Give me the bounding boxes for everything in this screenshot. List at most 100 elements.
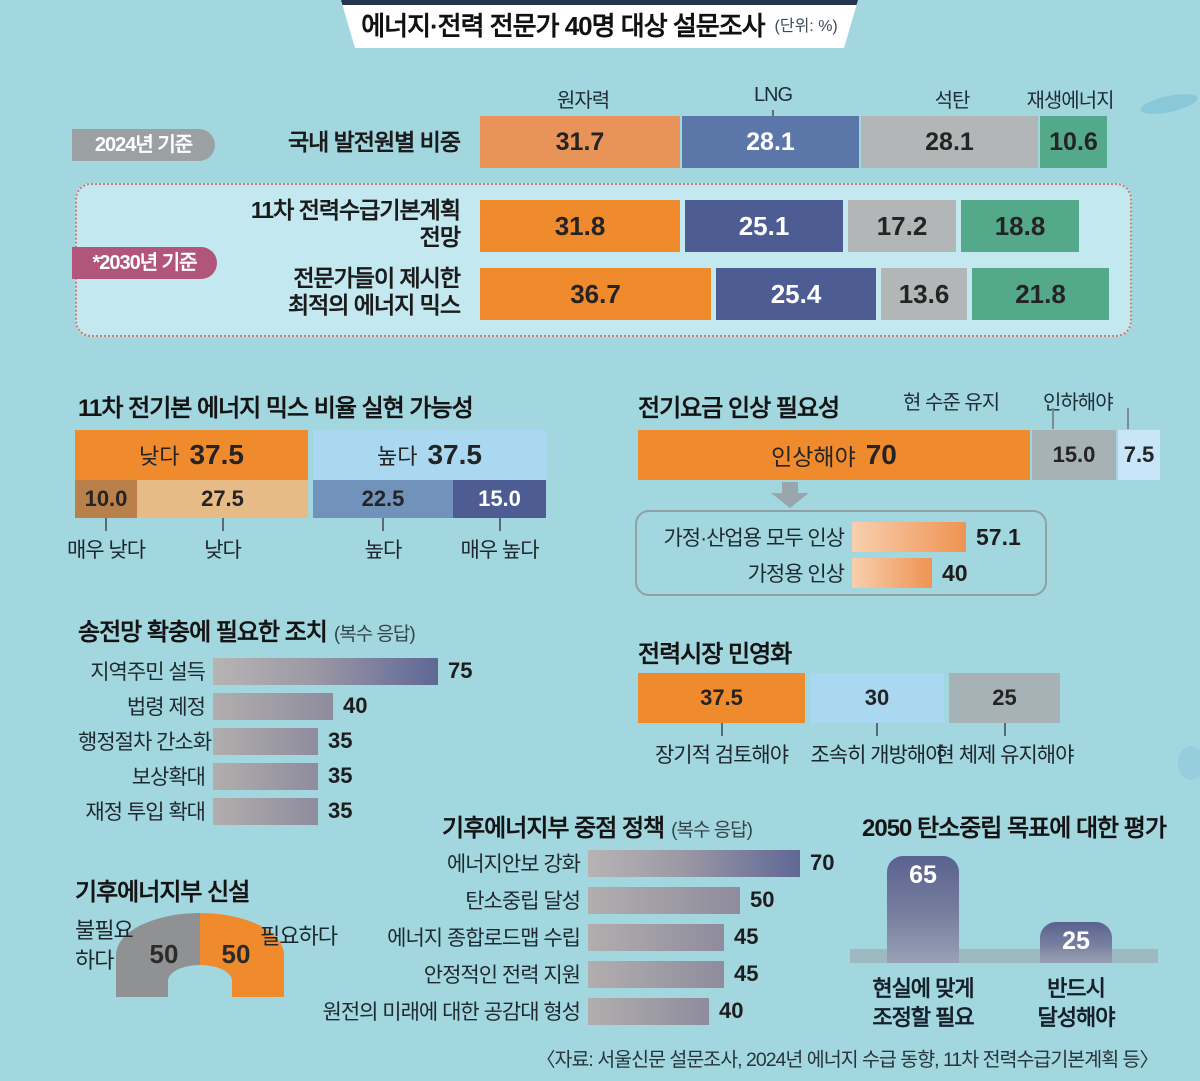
segment-value: 31.7	[555, 127, 605, 156]
stacked-bar-expert-mix: 36.7 25.4 13.6 21.8	[480, 268, 1109, 320]
bar	[213, 657, 438, 685]
bar-row-label: 법령 제정	[126, 696, 206, 719]
bar	[852, 522, 966, 552]
bar-segment: 25.1	[685, 200, 843, 252]
tick-line	[382, 518, 384, 531]
bar-row: 지역주민 설득 75	[78, 656, 472, 686]
bar-segment: 22.5 높다	[313, 480, 453, 562]
tick-line	[105, 518, 107, 531]
bar-segment: 높다 37.5	[313, 430, 546, 480]
tick-line	[720, 723, 723, 736]
bar	[213, 762, 318, 790]
bar-value: 35	[328, 728, 353, 753]
bar-value: 40	[942, 559, 968, 586]
row-label-current-mix: 국내 발전원별 비중	[287, 128, 461, 155]
bar-segment: 28.1	[682, 116, 859, 168]
donut-value-necessary: 50	[221, 939, 251, 969]
segment-bottom-label: 매우 낮다	[66, 539, 146, 562]
multi-answer-note: (복수 응답)	[671, 820, 753, 841]
bar-row: 에너지안보 강화 70	[280, 848, 834, 878]
down-arrow-icon	[771, 482, 809, 508]
bar-segment: 18.8	[961, 200, 1079, 252]
bar-value: 40	[343, 693, 368, 718]
bar-segment: 37.5 장기적 검토해야	[638, 673, 805, 767]
section-title-ministry: 기후에너지부 신설	[75, 879, 250, 906]
tariff-detail-bars: 가정·산업용 모두 인상 57.1 가정용 인상 40	[637, 512, 1045, 588]
tick-line	[221, 518, 224, 531]
bar-segment: 21.8	[972, 268, 1109, 320]
bar-segment: 31.7	[480, 116, 680, 168]
segment-value: 31.8	[554, 210, 606, 241]
segment-value: 28.1	[746, 127, 795, 156]
tick-line	[1003, 723, 1006, 736]
column-achieve: 25	[1040, 922, 1112, 963]
bar-value: 70	[810, 850, 835, 875]
segment-label: 인상해야	[771, 444, 856, 470]
bar-row: 안정적인 전력 지원 45	[280, 959, 834, 989]
bar-value: 40	[719, 998, 744, 1023]
header-renewable: 재생에너지	[1027, 84, 1115, 125]
segment-bottom-label: 현 체제 유지해야	[935, 744, 1075, 767]
segment-value: 13.6	[898, 278, 950, 309]
column-label-adjust: 현실에 맞게 조정할 필요	[872, 976, 974, 1030]
bar-row: 에너지 종합로드맵 수립 45	[280, 922, 834, 952]
segment-value: 10.0	[84, 486, 128, 511]
bar-segment: 28.1	[861, 116, 1038, 168]
bar-row: 원전의 미래에 대한 공감대 형성 40	[280, 996, 834, 1026]
segment-value: 15.0	[1052, 442, 1096, 467]
tariff-header-maintain: 현 수준 유지	[903, 392, 1000, 414]
feasibility-summary-bar: 낮다 37.5 높다 37.5	[75, 430, 546, 480]
bar	[213, 797, 318, 825]
segment-value: 37.5	[700, 685, 743, 710]
ministry-policy-bars: 에너지안보 강화 70 탄소중립 달성 50 에너지 종합로드맵 수립 45 안정적인 전력…	[280, 848, 834, 1026]
half-donut-chart: 50 50	[116, 913, 284, 997]
segment-bottom-label: 매우 높다	[460, 539, 539, 562]
bar	[852, 558, 932, 588]
column-adjust: 65	[887, 856, 959, 963]
segment-value: 25.1	[738, 210, 790, 241]
feasibility-detail-high: 22.5 높다 15.0 매우 높다	[313, 480, 546, 562]
bar-row: 탄소중립 달성 50	[280, 885, 834, 915]
section-title-feasibility: 11차 전기본 에너지 믹스 비율 실현 가능성	[78, 395, 474, 422]
grid-expansion-bars: 지역주민 설득 75 법령 제정 40 행정절차 간소화 35 보상확대 35 재정 투입 확대…	[78, 656, 472, 826]
segment-label: 높다	[377, 444, 418, 469]
bar-row-label: 재정 투입 확대	[85, 801, 206, 824]
bar-segment: 15.0 매우 높다	[453, 480, 546, 562]
header-nuclear: 원자력	[557, 84, 610, 125]
bar-row: 가정용 인상 40	[649, 558, 1045, 588]
bar-segment: 13.6	[881, 268, 967, 320]
segment-bottom-label: 조속히 개방해야	[810, 744, 944, 767]
bar-segment: 27.5 낮다	[137, 480, 308, 562]
bar	[588, 886, 740, 914]
segment-value: 37.5	[427, 439, 482, 470]
column-value: 25	[1062, 927, 1090, 955]
bar-segment: 17.2	[848, 200, 956, 252]
segment-value: 36.7	[570, 278, 621, 309]
donut-value-unnecessary: 50	[149, 939, 179, 969]
bar-row: 재정 투입 확대 35	[78, 796, 472, 826]
bar-value: 50	[750, 887, 775, 912]
source-note: 〈자료: 서울신문 설문조사, 2024년 에너지 수급 동향, 11차 전력수…	[536, 1049, 1159, 1071]
bar	[588, 997, 709, 1025]
segment-value: 21.8	[1015, 278, 1066, 309]
segment-bottom-label: 높다	[364, 539, 403, 562]
bar-row-label: 지역주민 설득	[90, 661, 206, 684]
energy-source-headers: 원자력 LNG 석탄 재생에너지	[0, 84, 1200, 116]
bar-segment: 인상해야 70	[638, 430, 1030, 480]
bar-value: 45	[734, 961, 759, 986]
section-title-tariff: 전기요금 인상 필요성	[638, 395, 840, 422]
tick-line	[498, 518, 501, 531]
tariff-header-lower: 인하해야	[1043, 392, 1114, 414]
segment-value: 27.5	[201, 486, 244, 511]
segment-label: 낮다	[139, 444, 180, 469]
bar-segment: 15.0	[1032, 430, 1116, 480]
segment-bottom-label: 장기적 검토해야	[654, 744, 789, 767]
badge-2030: *2030년 기준	[72, 247, 217, 279]
bar-value: 35	[328, 763, 353, 788]
bar	[213, 692, 333, 720]
leader-line	[1127, 408, 1129, 429]
leader-line	[1052, 408, 1054, 429]
donut-hole	[168, 965, 232, 997]
column-label-achieve: 반드시 달성해야	[1037, 976, 1116, 1030]
